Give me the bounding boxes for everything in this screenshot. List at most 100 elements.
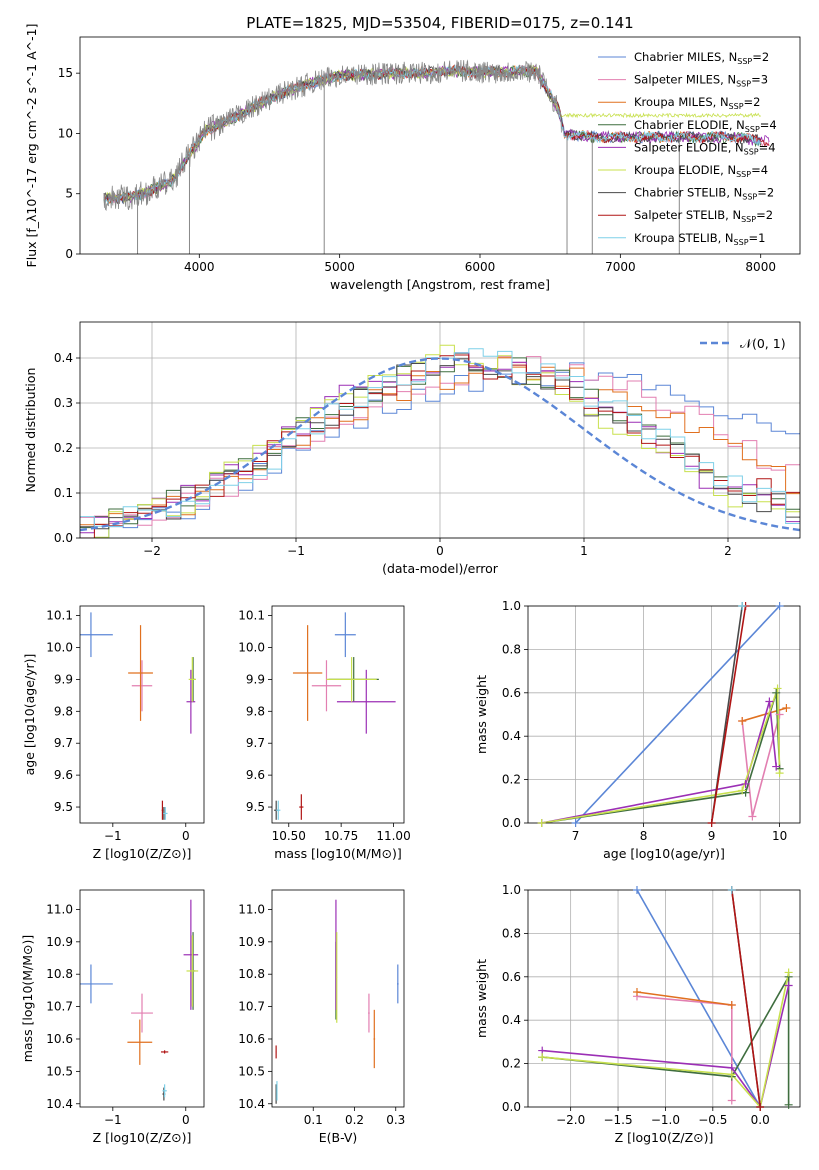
weight-marker — [738, 717, 747, 726]
y-tick-label: 1.0 — [502, 883, 521, 897]
weight-marker — [772, 688, 781, 697]
y-tick-label: 10 — [58, 126, 73, 140]
weight-marker — [756, 1103, 765, 1111]
legend: Chabrier MILES, NSSP=2 Salpeter MILES, NS… — [598, 50, 777, 247]
weight-line — [636, 890, 761, 1107]
x-axis-label: age [log10(age/yr)] — [603, 846, 725, 861]
y-tick-label: 0.0 — [54, 531, 73, 545]
axes-age-z: −1 0 9.5 9.6 9.7 9.8 9.9 10.0 10.1 Z [log10(Z/Z⊙)… — [22, 605, 205, 861]
x-tick-label: 0.0 — [751, 1113, 770, 1127]
histogram-step — [80, 344, 800, 538]
y-tick-label: 10.5 — [238, 1064, 265, 1078]
y-tick-label: 10.0 — [46, 640, 73, 654]
y-tick-label: 9.8 — [246, 704, 265, 718]
histogram-step — [80, 354, 800, 538]
x-tick-label: 10.50 — [272, 829, 306, 843]
y-tick-label: 9.7 — [246, 736, 265, 750]
y-tick-label: 10.8 — [46, 967, 73, 981]
x-axis-label: Z [log10(Z/Z⊙)] — [93, 846, 192, 861]
weight-line — [541, 688, 781, 823]
axes-mass-z: −1 0 10.4 10.5 10.6 10.7 10.8 10.9 11.0 Z [log10(… — [20, 889, 205, 1145]
y-tick-label: 9.9 — [246, 672, 265, 686]
x-tick-label: 0.3 — [386, 1113, 405, 1127]
observed-spectrum-line — [103, 59, 562, 212]
x-tick-label: 8000 — [745, 260, 776, 274]
plot-area — [103, 59, 770, 254]
weight-line — [741, 707, 787, 722]
x-tick-label: 6000 — [465, 260, 496, 274]
plot-area — [541, 606, 787, 823]
y-tick-label: 10.4 — [46, 1097, 73, 1111]
x-tick-label: 2 — [724, 544, 732, 558]
weight-line — [636, 991, 732, 1006]
y-tick-label: 15 — [58, 66, 73, 80]
axes-mass-ebv: 0.1 0.2 0.3 10.4 10.5 10.6 10.7 10.8 10.9 11.0 E(B… — [238, 889, 405, 1145]
weight-line — [542, 973, 790, 1105]
weight-marker — [784, 1100, 793, 1109]
y-tick-label: 0.0 — [502, 1100, 521, 1114]
y-tick-label: 0.1 — [54, 486, 73, 500]
x-axis-label: E(B-V) — [319, 1130, 358, 1145]
weight-marker — [782, 703, 791, 712]
y-tick-label: 0.8 — [502, 642, 521, 656]
plot-area — [80, 899, 199, 1101]
axes-spec: 4000 5000 6000 7000 8000 0 5 10 15 wavelength [An… — [24, 24, 801, 292]
y-tick-label: 0.3 — [54, 396, 73, 410]
x-axis-label: (data-model)/error — [382, 561, 499, 576]
legend-label: Chabrier STELIB, NSSP=2 — [634, 186, 774, 202]
weight-marker — [765, 697, 774, 706]
y-axis-label: mass weight — [474, 675, 489, 754]
legend-label: Kroupa ELODIE, NSSP=4 — [634, 163, 768, 179]
y-tick-label: 0.4 — [502, 729, 521, 743]
legend-label: Salpeter ELODIE, NSSP=4 — [634, 140, 776, 156]
x-axis-label: Z [log10(Z/Z⊙)] — [93, 1130, 192, 1145]
weight-marker — [537, 819, 546, 827]
plot-area — [275, 899, 399, 1104]
x-tick-label: 4000 — [184, 260, 215, 274]
weight-marker — [775, 710, 784, 719]
y-tick-label: 9.6 — [246, 768, 265, 782]
y-tick-label: 0.4 — [54, 351, 73, 365]
legend-label: 𝒩(0, 1) — [740, 336, 786, 351]
weight-marker — [707, 819, 716, 827]
weight-marker — [571, 819, 580, 827]
y-tick-label: 0.0 — [502, 816, 521, 830]
axes-frame — [271, 605, 405, 824]
axes-w-z: −2.0 −1.5 −1.0 −0.5 0.0 0.0 0.2 0.4 0.6 0.8 1.0 Z [… — [474, 883, 801, 1145]
y-tick-label: 0.8 — [502, 926, 521, 940]
x-axis-label: Z [log10(Z/Z⊙)] — [615, 1130, 714, 1145]
figure-title: PLATE=1825, MJD=53504, FIBERID=0175, z=0… — [246, 14, 633, 32]
y-tick-label: 1.0 — [502, 599, 521, 613]
y-tick-label: 10.6 — [238, 1032, 265, 1046]
x-tick-label: 11.00 — [376, 829, 410, 843]
x-tick-label: −1.5 — [603, 1113, 632, 1127]
model-spectrum-line — [103, 64, 762, 206]
x-tick-label: 1 — [580, 544, 588, 558]
weight-line — [541, 701, 777, 823]
weight-marker — [632, 886, 641, 894]
y-tick-label: 10.4 — [238, 1097, 265, 1111]
y-tick-label: 10.0 — [238, 640, 265, 654]
axes-frame — [527, 889, 801, 1108]
x-tick-label: 10.75 — [324, 829, 358, 843]
y-tick-label: 0.6 — [502, 970, 521, 984]
legend-label: Kroupa MILES, NSSP=2 — [634, 95, 760, 111]
y-tick-label: 10.5 — [46, 1064, 73, 1078]
x-tick-label: −0.5 — [698, 1113, 727, 1127]
y-tick-label: 9.5 — [246, 800, 265, 814]
weight-marker — [784, 981, 793, 990]
plot-area — [80, 612, 196, 820]
weight-marker — [784, 968, 793, 977]
y-tick-label: 9.8 — [54, 704, 73, 718]
x-tick-label: −1.0 — [651, 1113, 680, 1127]
weight-line — [731, 890, 761, 1107]
x-tick-label: 10 — [772, 829, 787, 843]
histogram-step — [80, 348, 800, 527]
y-tick-label: 10.7 — [46, 1000, 73, 1014]
y-tick-label: 11.0 — [238, 902, 265, 916]
y-tick-label: 10.9 — [46, 935, 73, 949]
weight-marker — [775, 602, 784, 610]
y-axis-label: mass [log10(M/M⊙)] — [20, 935, 35, 1063]
